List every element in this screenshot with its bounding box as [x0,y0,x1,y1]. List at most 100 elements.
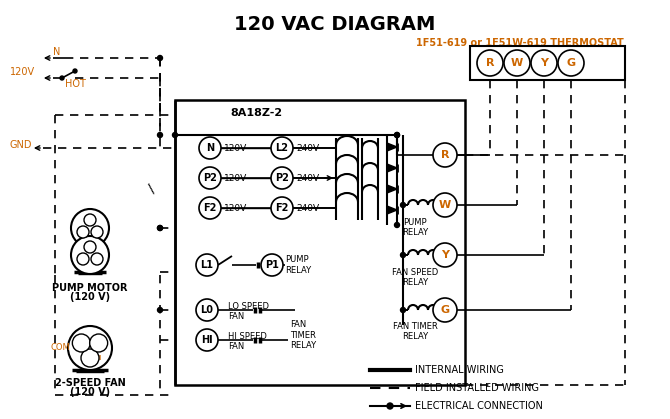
Text: Y: Y [540,58,548,68]
Circle shape [433,193,457,217]
Text: 240V: 240V [296,143,319,153]
Circle shape [157,225,163,230]
Circle shape [433,243,457,267]
Text: 240V: 240V [296,204,319,212]
Text: 120V: 120V [224,143,247,153]
Circle shape [84,241,96,253]
Circle shape [77,253,89,265]
Text: W: W [511,58,523,68]
Text: 120 VAC DIAGRAM: 120 VAC DIAGRAM [234,15,436,34]
Polygon shape [387,143,397,151]
Circle shape [157,132,163,137]
Circle shape [90,334,108,352]
Circle shape [433,143,457,167]
Text: L2: L2 [275,143,289,153]
Text: FAN SPEED
RELAY: FAN SPEED RELAY [392,268,438,287]
Text: W: W [439,200,451,210]
Text: L1: L1 [200,260,214,270]
Text: 240V: 240V [296,173,319,183]
Circle shape [395,222,399,228]
Circle shape [271,197,293,219]
Text: G: G [440,305,450,315]
Text: F2: F2 [275,203,289,213]
Circle shape [196,329,218,351]
Circle shape [199,137,221,159]
Circle shape [433,298,457,322]
Text: 2-SPEED FAN: 2-SPEED FAN [55,378,125,388]
Circle shape [172,132,178,137]
Bar [175,100,465,385]
Text: PUMP
RELAY: PUMP RELAY [285,255,311,275]
Text: 120V: 120V [224,204,247,212]
Text: HI: HI [201,335,213,345]
Text: FAN
TIMER
RELAY: FAN TIMER RELAY [290,320,316,350]
Text: 1F51-619 or 1F51W-619 THERMOSTAT: 1F51-619 or 1F51W-619 THERMOSTAT [416,38,624,48]
Circle shape [157,308,163,313]
Text: R: R [486,58,494,68]
Circle shape [199,197,221,219]
Text: LO SPEED
FAN: LO SPEED FAN [228,302,269,321]
Text: HOT: HOT [65,79,86,89]
Text: COM: COM [50,344,70,352]
Circle shape [196,254,218,276]
Circle shape [477,50,503,76]
Circle shape [71,209,109,247]
Text: N: N [53,47,60,57]
Text: INTERNAL WIRING: INTERNAL WIRING [415,365,504,375]
Circle shape [157,55,163,60]
Circle shape [91,253,103,265]
Circle shape [73,69,77,73]
Circle shape [387,403,393,409]
Text: P2: P2 [275,173,289,183]
Text: G: G [566,58,576,68]
Bar [470,46,625,80]
Text: ELECTRICAL CONNECTION: ELECTRICAL CONNECTION [415,401,543,411]
Circle shape [401,308,405,313]
Text: L0: L0 [200,305,214,315]
Circle shape [401,253,405,258]
Circle shape [196,299,218,321]
Text: FAN TIMER
RELAY: FAN TIMER RELAY [393,322,438,341]
Circle shape [91,226,103,238]
Text: HI: HI [94,355,102,361]
Circle shape [395,132,399,137]
Text: HI SPEED
FAN: HI SPEED FAN [228,332,267,352]
Circle shape [84,214,96,226]
Circle shape [71,236,109,274]
Text: GND: GND [10,140,33,150]
Circle shape [72,334,90,352]
Text: PUMP
RELAY: PUMP RELAY [402,218,428,238]
Text: (120 V): (120 V) [70,292,110,302]
Circle shape [261,254,283,276]
Polygon shape [387,164,397,172]
Text: PUMP MOTOR: PUMP MOTOR [52,283,128,293]
Text: R: R [441,150,450,160]
Circle shape [81,349,99,367]
Circle shape [504,50,530,76]
Text: P2: P2 [203,173,217,183]
Text: 120V: 120V [224,173,247,183]
Circle shape [77,226,89,238]
Circle shape [271,137,293,159]
Text: 120V: 120V [10,67,35,77]
Circle shape [199,167,221,189]
Text: 8A18Z-2: 8A18Z-2 [230,108,282,118]
Circle shape [531,50,557,76]
Text: /: / [145,181,159,194]
Circle shape [60,76,64,80]
Text: FIELD INSTALLED WIRING: FIELD INSTALLED WIRING [415,383,539,393]
Text: N: N [206,143,214,153]
Text: (120 V): (120 V) [70,387,110,397]
Polygon shape [387,206,397,214]
Circle shape [558,50,584,76]
Text: Y: Y [441,250,449,260]
Circle shape [157,225,163,230]
Circle shape [271,167,293,189]
Text: F2: F2 [203,203,216,213]
Text: LO: LO [83,341,93,347]
Text: P1: P1 [265,260,279,270]
Polygon shape [387,185,397,193]
Circle shape [395,132,399,137]
Circle shape [401,202,405,207]
Circle shape [68,326,112,370]
